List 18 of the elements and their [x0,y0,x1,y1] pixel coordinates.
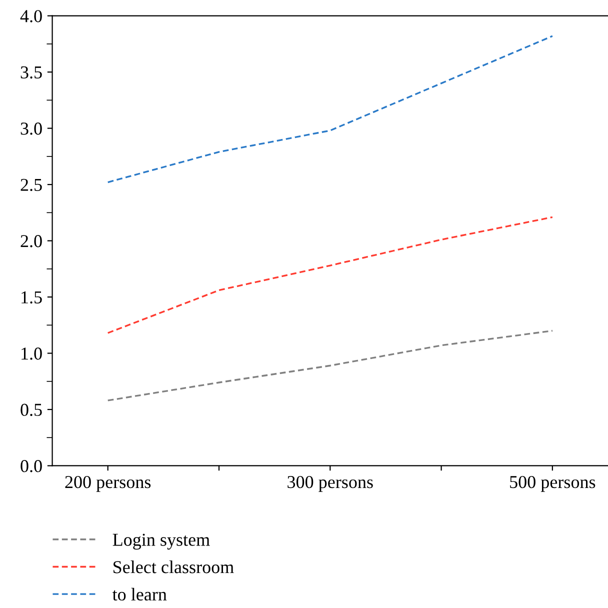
y-tick-label: 2.5 [20,178,42,192]
y-tick-label: 0.0 [20,460,42,472]
legend-label: Select classroom [114,560,234,574]
x-tick-label: 500 persons [510,476,596,492]
y-tick-label: 4.0 [20,10,42,22]
y-tick-label: 0.5 [20,404,42,416]
x-tick-label: 200 persons [65,476,151,492]
y-tick-label: 1.5 [22,291,42,304]
y-tick-label: 3.0 [20,122,42,135]
line-series [107,35,554,184]
x-tick-label: 300 persons [288,476,373,492]
y-tick-label: 1.0 [22,348,42,360]
legend-label: to learn [112,588,167,601]
y-tick-label: 2.0 [20,235,42,248]
y-tick-label: 3.5 [20,66,42,79]
line-series [107,330,554,402]
line-series [107,216,554,334]
legend-label: Login system [112,534,210,550]
